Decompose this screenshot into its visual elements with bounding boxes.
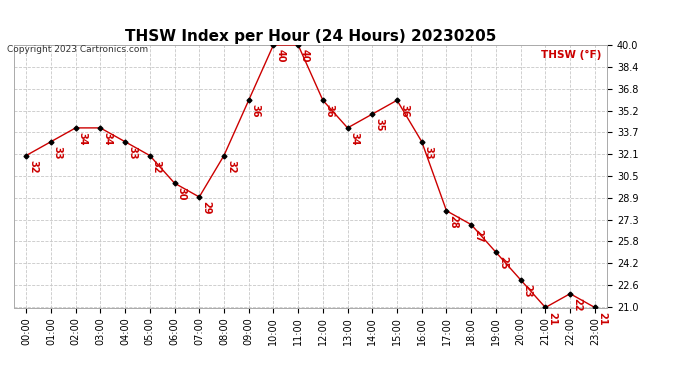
Text: 33: 33 xyxy=(127,146,137,159)
Text: 40: 40 xyxy=(300,49,310,63)
Text: 36: 36 xyxy=(250,104,261,118)
Text: 22: 22 xyxy=(572,298,582,311)
Text: 36: 36 xyxy=(399,104,409,118)
Text: 21: 21 xyxy=(597,312,607,325)
Text: 32: 32 xyxy=(28,160,38,173)
Text: 32: 32 xyxy=(226,160,236,173)
Text: 30: 30 xyxy=(177,188,186,201)
Text: 33: 33 xyxy=(53,146,63,159)
Text: 29: 29 xyxy=(201,201,211,214)
Text: 36: 36 xyxy=(325,104,335,118)
Text: 28: 28 xyxy=(448,215,458,229)
Text: 40: 40 xyxy=(275,49,286,63)
Text: 34: 34 xyxy=(77,132,88,146)
Text: 34: 34 xyxy=(350,132,359,146)
Text: 34: 34 xyxy=(102,132,112,146)
Text: 21: 21 xyxy=(547,312,558,325)
Text: 23: 23 xyxy=(522,284,533,297)
Text: 35: 35 xyxy=(374,118,384,132)
Title: THSW Index per Hour (24 Hours) 20230205: THSW Index per Hour (24 Hours) 20230205 xyxy=(125,29,496,44)
Text: THSW (°F): THSW (°F) xyxy=(541,50,601,60)
Text: Copyright 2023 Cartronics.com: Copyright 2023 Cartronics.com xyxy=(7,45,148,54)
Text: 33: 33 xyxy=(424,146,434,159)
Text: 25: 25 xyxy=(498,256,508,270)
Text: 32: 32 xyxy=(152,160,161,173)
Text: 27: 27 xyxy=(473,229,483,242)
